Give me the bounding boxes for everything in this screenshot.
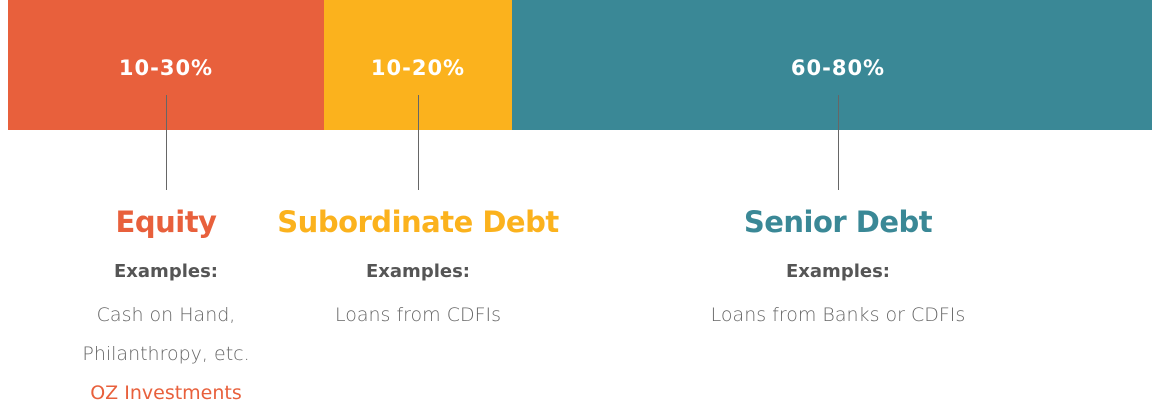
note: OZ Investments xyxy=(90,382,242,404)
segment-info: Subordinate Debt Examples: Loans from CDFI… xyxy=(277,198,559,335)
segment-name: Senior Debt xyxy=(743,205,933,239)
connector xyxy=(418,95,419,190)
segment-bar xyxy=(512,0,1152,130)
connector xyxy=(166,95,167,190)
segment-info: Equity Examples: Cash on Hand, Philanthropy… xyxy=(82,198,249,413)
capital-stack: (() => { const data = JSON.parse(documen… xyxy=(8,0,1152,404)
segment-info: Senior Debt Examples: Loans from Banks or … xyxy=(711,198,966,335)
example: Loans from CDFIs xyxy=(334,304,502,326)
example: Loans from Banks or CDFIs xyxy=(710,304,966,326)
example: Philanthropy, etc. xyxy=(82,343,250,365)
segment-name: Subordinate Debt xyxy=(277,205,559,239)
segment-range: 10-30% xyxy=(118,56,214,80)
examples-heading: Examples: xyxy=(114,261,218,282)
examples-heading: Examples: xyxy=(366,261,470,282)
examples-heading: Examples: xyxy=(786,261,890,282)
segment-name: Equity xyxy=(115,205,217,239)
connector xyxy=(838,95,839,190)
example: Cash on Hand, xyxy=(96,304,236,326)
segment-range: 60-80% xyxy=(790,56,886,80)
segment-range: 10-20% xyxy=(370,56,466,80)
